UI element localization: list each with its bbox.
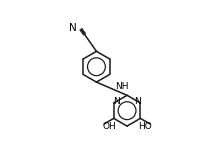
Text: N: N bbox=[114, 97, 120, 106]
Text: N: N bbox=[70, 23, 77, 33]
Text: N: N bbox=[134, 97, 141, 106]
Text: NH: NH bbox=[115, 82, 129, 91]
Text: HO: HO bbox=[138, 122, 151, 131]
Text: OH: OH bbox=[103, 122, 116, 131]
